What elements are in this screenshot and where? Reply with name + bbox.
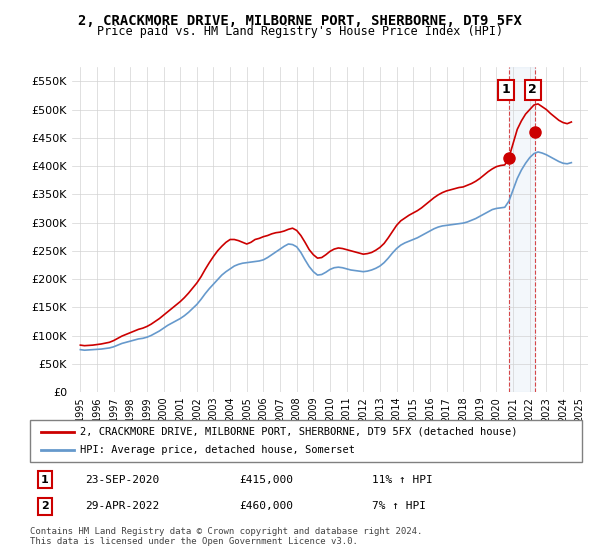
- Text: 2, CRACKMORE DRIVE, MILBORNE PORT, SHERBORNE, DT9 5FX: 2, CRACKMORE DRIVE, MILBORNE PORT, SHERB…: [78, 14, 522, 28]
- Text: 23-SEP-2020: 23-SEP-2020: [85, 474, 160, 484]
- Bar: [509, 67, 535, 392]
- Text: £415,000: £415,000: [240, 474, 294, 484]
- Text: 29-APR-2022: 29-APR-2022: [85, 501, 160, 511]
- Text: £460,000: £460,000: [240, 501, 294, 511]
- Text: 2, CRACKMORE DRIVE, MILBORNE PORT, SHERBORNE, DT9 5FX (detached house): 2, CRACKMORE DRIVE, MILBORNE PORT, SHERB…: [80, 427, 517, 437]
- Text: 7% ↑ HPI: 7% ↑ HPI: [372, 501, 426, 511]
- Text: 1: 1: [41, 474, 49, 484]
- Text: 11% ↑ HPI: 11% ↑ HPI: [372, 474, 433, 484]
- Text: HPI: Average price, detached house, Somerset: HPI: Average price, detached house, Some…: [80, 445, 355, 455]
- Text: 1: 1: [502, 83, 511, 96]
- Text: Price paid vs. HM Land Registry's House Price Index (HPI): Price paid vs. HM Land Registry's House …: [97, 25, 503, 38]
- FancyBboxPatch shape: [30, 420, 582, 462]
- Text: 2: 2: [41, 501, 49, 511]
- Text: 2: 2: [529, 83, 537, 96]
- Text: Contains HM Land Registry data © Crown copyright and database right 2024.
This d: Contains HM Land Registry data © Crown c…: [30, 526, 422, 546]
